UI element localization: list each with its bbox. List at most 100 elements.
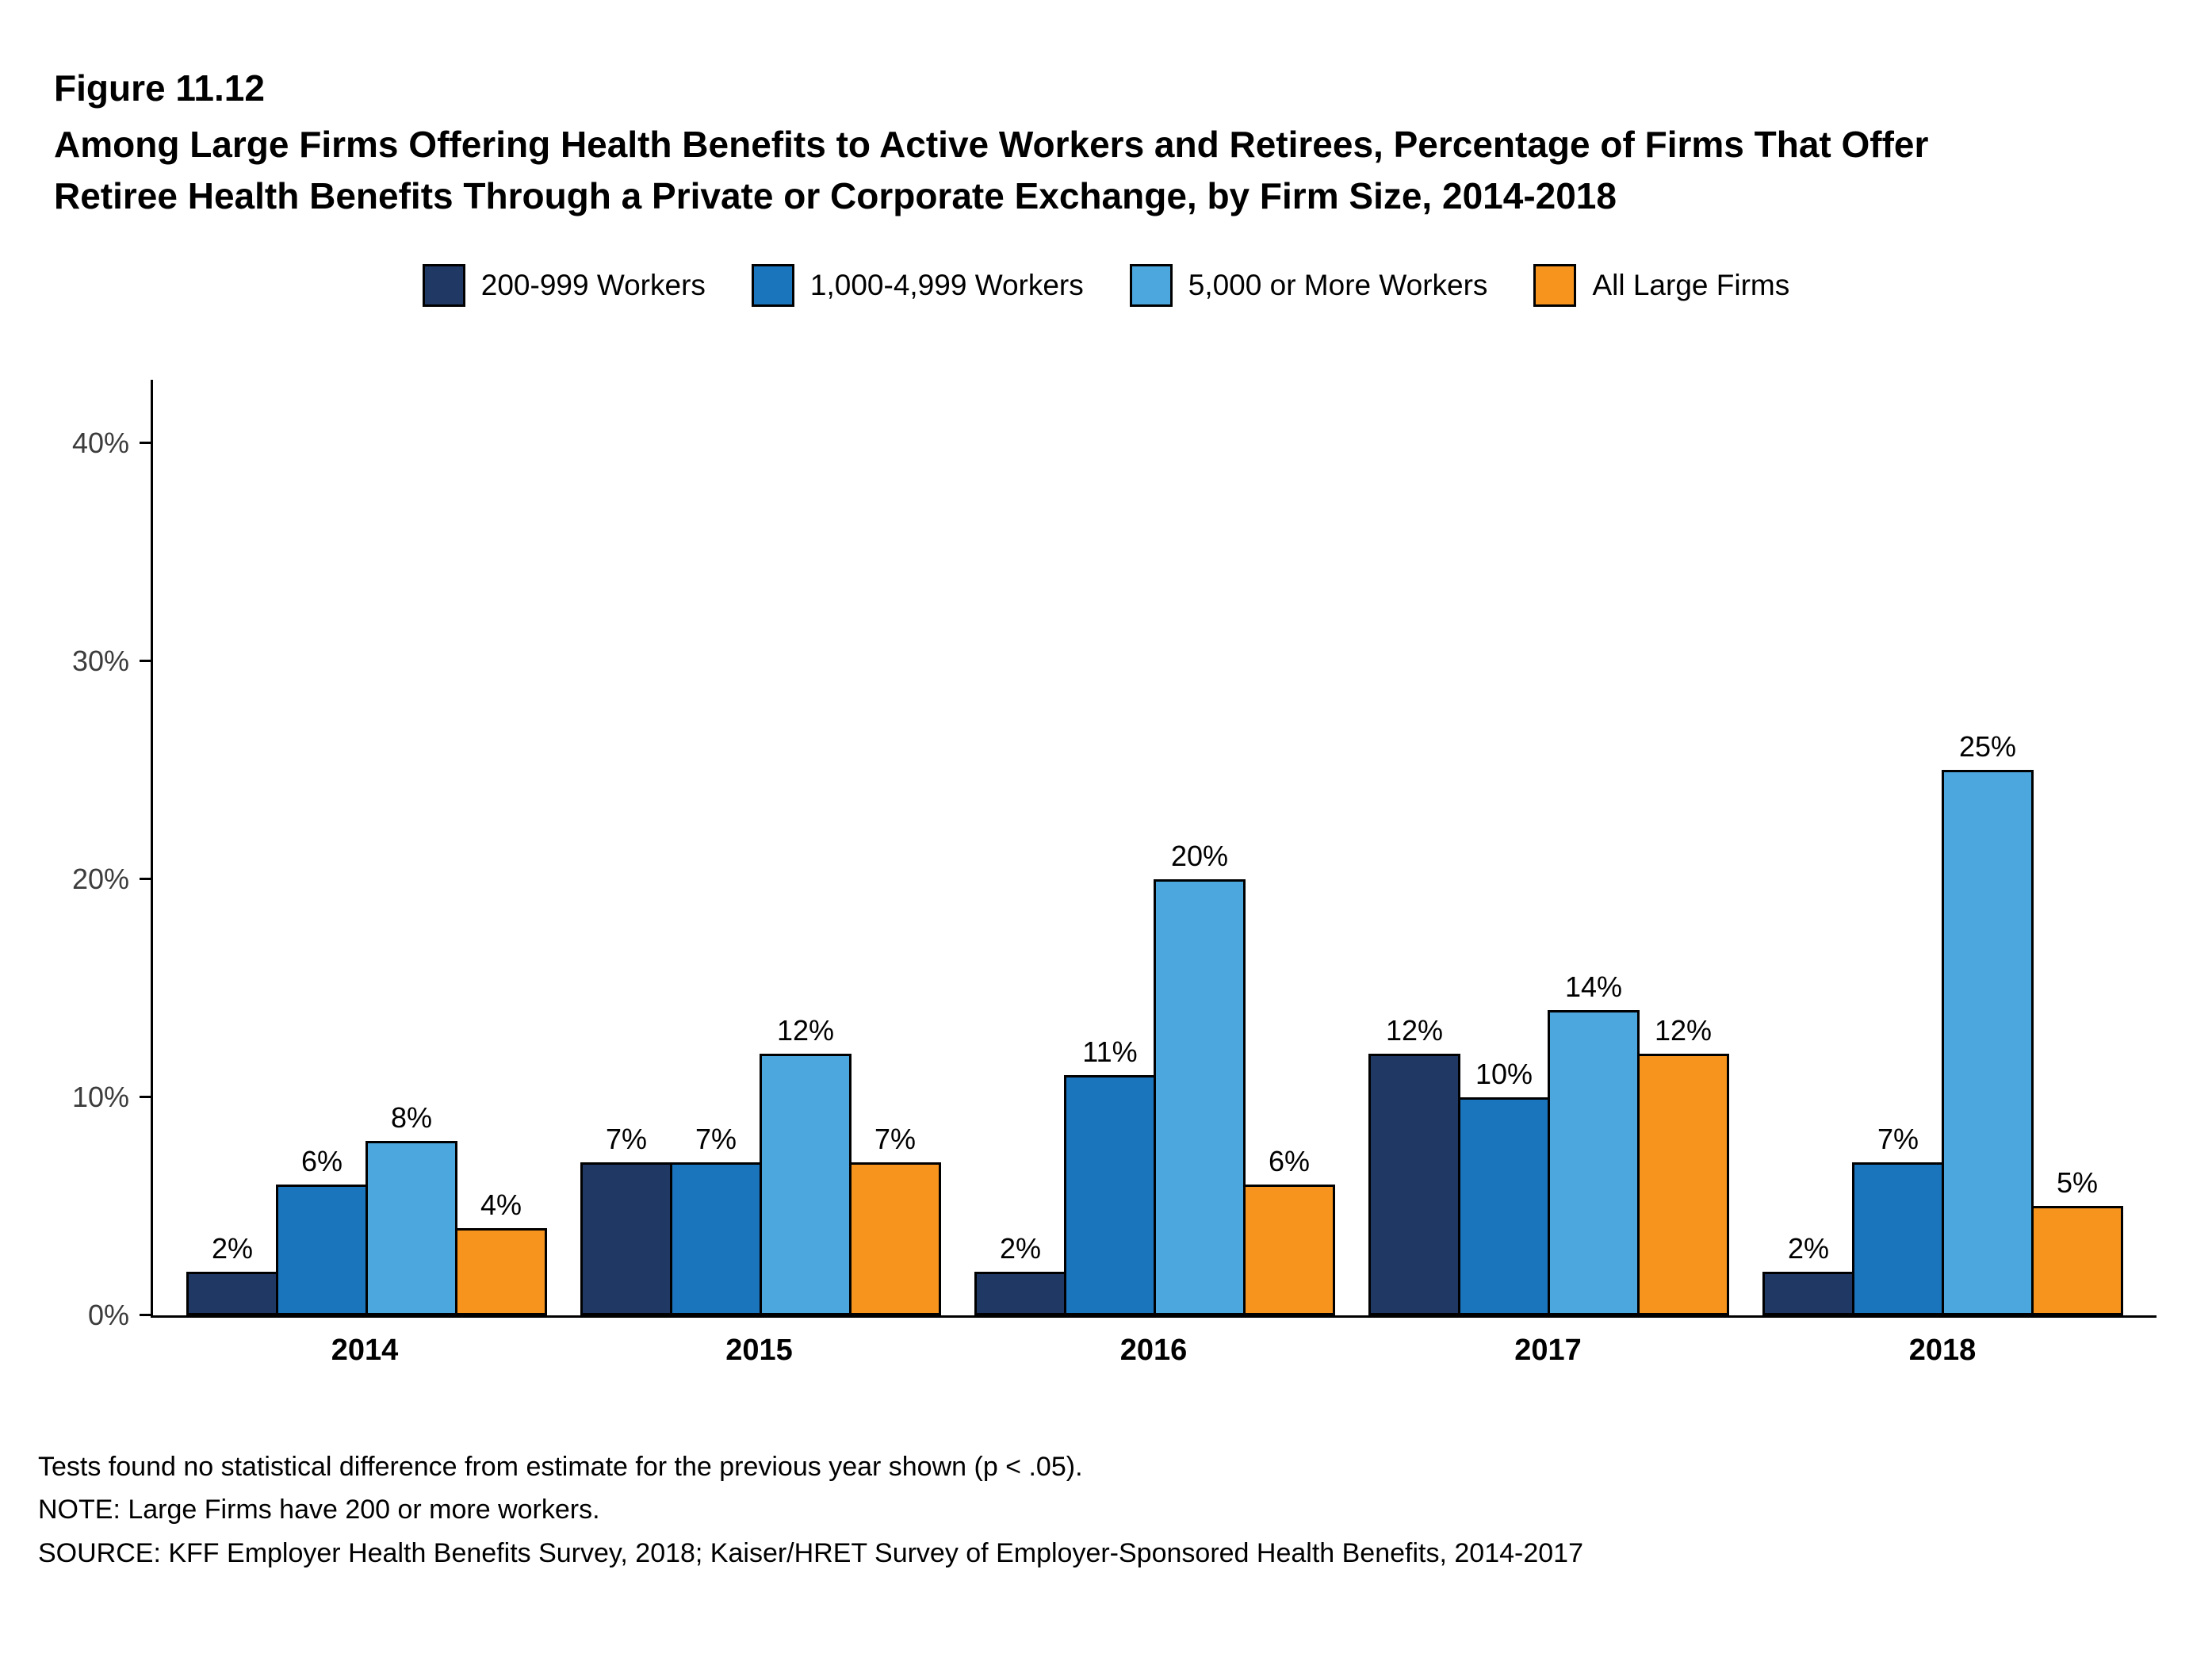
bar-cell: 6% (1243, 1145, 1335, 1315)
bar-cell: 2% (1762, 1232, 1854, 1315)
bar-value-label: 25% (1958, 730, 2017, 764)
y-tick-label: 30% (71, 644, 129, 677)
bar-cell: 7% (670, 1123, 762, 1315)
bar-value-label: 7% (695, 1123, 737, 1156)
y-tick-label: 10% (71, 1080, 129, 1113)
chart-title: Among Large Firms Offering Health Benefi… (54, 124, 1929, 217)
legend: 200-999 Workers 1,000-4,999 Workers 5,000 … (0, 263, 2212, 307)
bar-value-label: 6% (300, 1144, 343, 1177)
bar-cell: 12% (760, 1014, 852, 1315)
plot-area: 2% 6% 8% 4% 7% 7% 12% 7% 2% 11% 20% 6% 12% 10% 14% 12% 2… (72, 379, 2157, 1329)
bar-value-label: 4% (480, 1188, 522, 1221)
x-axis-label: 2018 (1908, 1333, 1977, 1367)
bar-cell: 2% (974, 1232, 1066, 1315)
bar-value-label: 7% (874, 1123, 917, 1156)
bar (1064, 1075, 1156, 1315)
y-tick-mark (140, 1096, 153, 1099)
bar-cell: 7% (1852, 1123, 1944, 1315)
legend-swatch (422, 263, 465, 307)
bar-value-label: 5% (2056, 1166, 2099, 1200)
bar-cell: 7% (849, 1123, 941, 1315)
bar-cell: 7% (580, 1123, 672, 1315)
bar-cell: 14% (1548, 970, 1640, 1315)
legend-item: 5,000 or More Workers (1129, 263, 1488, 307)
bar-cell: 6% (276, 1145, 368, 1315)
bar-cell: 10% (1458, 1058, 1550, 1315)
bar-cell: 4% (455, 1188, 547, 1315)
bar (1548, 1009, 1640, 1315)
bars-row: 2% 6% 8% 4% 7% 7% 12% 7% 2% 11% 20% 6% 12% 10% 14% 12% 2… (153, 730, 2157, 1315)
bar (849, 1162, 941, 1315)
bar-cell: 8% (365, 1101, 457, 1315)
legend-label: 5,000 or More Workers (1188, 268, 1488, 301)
bar-value-label: 7% (605, 1123, 648, 1156)
figure-number: Figure 11.12 (54, 67, 265, 109)
bar-value-label: 20% (1170, 839, 1229, 872)
bar (1243, 1184, 1335, 1315)
bar-value-label: 14% (1564, 970, 1623, 1003)
y-tick-label: 0% (87, 1298, 129, 1331)
bar-value-label: 2% (1787, 1231, 1830, 1265)
bar (1458, 1097, 1550, 1315)
bar (1852, 1162, 1944, 1315)
bar (974, 1271, 1066, 1315)
bar-value-label: 12% (776, 1013, 835, 1047)
bar-group: 2% 6% 8% 4% (186, 1101, 547, 1315)
y-tick-mark (140, 660, 153, 663)
bar (365, 1140, 457, 1315)
x-axis-label: 2017 (1514, 1333, 1582, 1367)
bar-cell: 5% (2031, 1166, 2123, 1315)
bar (276, 1184, 368, 1315)
legend-item: All Large Firms (1533, 263, 1790, 307)
bar-value-label: 11% (1082, 1035, 1138, 1069)
x-axis-label: 2015 (725, 1333, 793, 1367)
footnotes: Tests found no statistical difference fr… (38, 1445, 2157, 1575)
bar-value-label: 2% (211, 1231, 254, 1265)
bar-value-label: 6% (1268, 1144, 1311, 1177)
legend-label: 200-999 Workers (480, 268, 706, 301)
footnote-note: NOTE: Large Firms have 200 or more worke… (38, 1495, 600, 1525)
bar (2031, 1206, 2123, 1315)
bar-value-label: 2% (999, 1231, 1042, 1265)
footnote-source: SOURCE: KFF Employer Health Benefits Sur… (38, 1537, 1583, 1568)
bar-value-label: 7% (1877, 1123, 1919, 1156)
bar (670, 1162, 762, 1315)
legend-label: All Large Firms (1592, 268, 1790, 301)
y-tick-label: 40% (71, 426, 129, 459)
legend-item: 1,000-4,999 Workers (751, 263, 1084, 307)
bar (760, 1053, 852, 1315)
bar-cell: 12% (1368, 1014, 1460, 1315)
y-tick-mark (140, 878, 153, 881)
bar (186, 1271, 278, 1315)
chart: 2% 6% 8% 4% 7% 7% 12% 7% 2% 11% 20% 6% 12% 10% 14% 12% 2… (72, 379, 2157, 1368)
bar-cell: 12% (1637, 1014, 1729, 1315)
bar-value-label: 12% (1654, 1013, 1713, 1047)
y-tick-label: 20% (71, 862, 129, 895)
x-axis-labels: 2014 2015 2016 2017 2018 (151, 1334, 2157, 1368)
bar-cell: 11% (1064, 1035, 1156, 1315)
bar-value-label: 8% (390, 1100, 433, 1134)
x-axis-label: 2016 (1119, 1333, 1188, 1367)
bar-value-label: 12% (1385, 1013, 1444, 1047)
bar (1368, 1053, 1460, 1315)
title-block: Figure 11.12 Among Large Firms Offering … (0, 0, 2212, 223)
bar-group: 12% 10% 14% 12% (1368, 970, 1729, 1315)
bar (580, 1162, 672, 1315)
bar-cell: 20% (1154, 840, 1246, 1315)
bar (1154, 878, 1246, 1315)
bar-group: 7% 7% 12% 7% (580, 1014, 941, 1315)
y-tick-mark (140, 442, 153, 445)
legend-swatch (751, 263, 794, 307)
footnote-statistics: Tests found no statistical difference fr… (38, 1451, 1083, 1482)
x-axis-label: 2014 (331, 1333, 399, 1367)
bar-group: 2% 11% 20% 6% (974, 840, 1335, 1315)
y-tick-mark (140, 1314, 153, 1317)
legend-label: 1,000-4,999 Workers (809, 268, 1084, 301)
bar (455, 1227, 547, 1315)
legend-swatch (1129, 263, 1173, 307)
bar (1637, 1053, 1729, 1315)
bar (1942, 770, 2034, 1315)
bar (1762, 1271, 1854, 1315)
bar-cell: 25% (1942, 730, 2034, 1315)
